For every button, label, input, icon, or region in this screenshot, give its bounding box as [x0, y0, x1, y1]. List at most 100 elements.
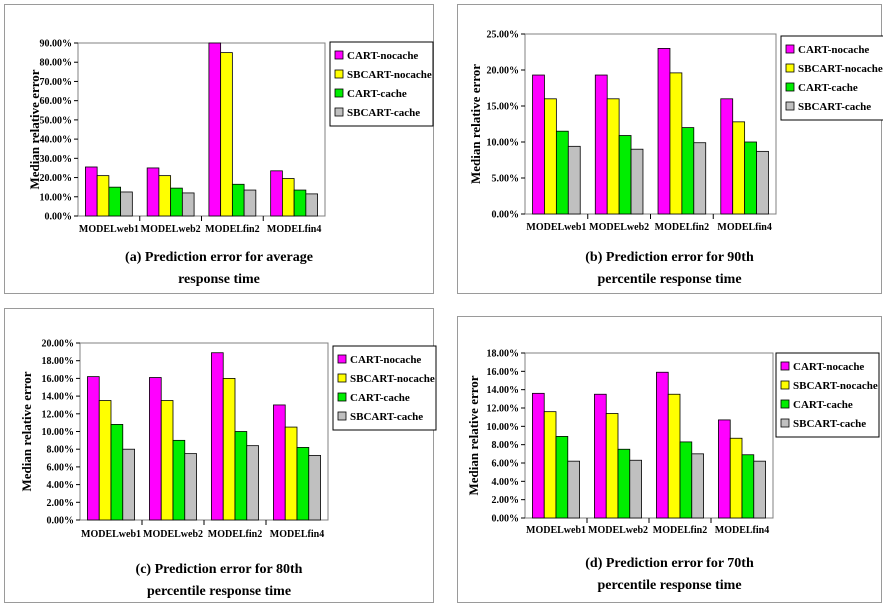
chart-d-ytick-label: 8.00% [492, 440, 520, 451]
chart-c-category-label: MODELweb2 [143, 529, 203, 540]
chart-a-bar-sbcart-cache [120, 191, 133, 217]
chart-d-bar-cart-nocache [594, 393, 607, 519]
chart-c-svg: 0.00% 2.00% 4.00% 6.00% 8.00% 10.00% 12.00% 14.… [19, 339, 437, 540]
chart-a-legend-swatch [334, 50, 344, 60]
chart-d-bar-sbcart-nocache [729, 437, 743, 519]
chart-a-ytick-label: 90.00% [40, 39, 73, 50]
chart-b-ytick-label: 0.00% [492, 210, 520, 221]
chart-d-legend-label: CART-nocache [793, 361, 864, 373]
chart-a-legend-swatch [334, 88, 344, 98]
chart-a-bar-sbcart-nocache [220, 52, 233, 217]
chart-a-bar-sbcart-cache [181, 192, 195, 217]
chart-b-bar-cart-cache [681, 127, 695, 215]
chart-b-bar-cart-nocache [657, 48, 671, 215]
chart-a-bar-cart-cache [108, 186, 122, 217]
chart-a-ytick-label: 60.00% [40, 96, 73, 107]
chart-b-legend-label: SBCART-cache [798, 101, 871, 113]
chart-c-legend-swatch [337, 354, 347, 364]
chart-b-caption-line-1: (b) Prediction error for 90th [585, 250, 754, 265]
chart-a-bar-sbcart-nocache [96, 175, 110, 217]
chart-d-bar-cart-nocache [656, 371, 669, 519]
chart-b-ytick-label: 15.00% [487, 102, 520, 113]
chart-d-ytick-label: 12.00% [487, 404, 520, 415]
chart-b-y-axis-label: Median relative error [468, 64, 483, 184]
chart-d-bar-sbcart-cache [691, 453, 704, 519]
chart-a-ytick-label: 50.00% [40, 115, 73, 126]
chart-b-category-label: MODELweb2 [589, 222, 649, 233]
chart-a-legend-label: SBCART-nocache [347, 69, 432, 81]
chart-a-ytick-label: 30.00% [40, 154, 73, 165]
chart-c-bar-cart-nocache [273, 404, 286, 521]
chart-b-category-label: MODELfin4 [717, 222, 771, 233]
chart-b-bar-cart-nocache [532, 74, 545, 215]
chart-a-legend-label: SBCART-cache [347, 107, 420, 119]
chart-c-bar-sbcart-cache [308, 454, 321, 521]
chart-d-legend-label: CART-cache [793, 399, 853, 411]
chart-b-legend-label: CART-nocache [798, 44, 869, 56]
chart-d-y-axis-label: Median relative error [466, 375, 481, 495]
chart-b-legend-label: SBCART-nocache [798, 63, 883, 75]
chart-a-caption-line-2: response time [178, 272, 260, 287]
chart-b-ytick-label: 20.00% [487, 66, 520, 77]
chart-c-bar-cart-nocache [87, 376, 100, 521]
chart-d-legend-swatch [780, 380, 790, 390]
chart-a-category-label: MODELfin4 [267, 224, 321, 235]
chart-c-category-label: MODELfin2 [208, 529, 262, 540]
chart-c-bar-sbcart-nocache [98, 400, 112, 521]
chart-d-bar-cart-cache [679, 441, 693, 519]
chart-b-bar-sbcart-nocache [732, 121, 746, 215]
chart-a-bar-sbcart-nocache [281, 178, 295, 217]
chart-panel-d: 0.00% 2.00% 4.00% 6.00% 8.00% 10.00% 12.00% 14.… [457, 316, 882, 603]
chart-c-legend-label: SBCART-nocache [350, 373, 435, 385]
chart-b-bar-sbcart-nocache [669, 72, 683, 215]
chart-b-bar-cart-cache [744, 141, 757, 215]
chart-d-legend-swatch [780, 399, 790, 409]
chart-a-ytick-label: 10.00% [40, 192, 73, 203]
chart-a-legend [329, 41, 434, 127]
chart-c-bar-sbcart-cache [122, 448, 135, 521]
chart-a-bar-cart-nocache [85, 166, 98, 217]
chart-c-bar-sbcart-nocache [222, 378, 236, 521]
chart-c-y-axis-label: Median relative error [19, 371, 34, 491]
chart-c-bar-sbcart-cache [246, 445, 259, 521]
chart-c-bar-cart-cache [234, 431, 248, 521]
chart-a-category-label: MODELweb1 [79, 224, 139, 235]
chart-d-bar-sbcart-nocache [605, 413, 619, 519]
chart-a-ytick-label: 80.00% [40, 58, 73, 69]
chart-b-bar-sbcart-cache [756, 150, 769, 215]
chart-c-ytick-label: 20.00% [42, 339, 75, 350]
chart-b-category-label: MODELfin2 [655, 222, 709, 233]
chart-d-category-label: MODELweb2 [588, 525, 648, 536]
chart-a-legend-label: CART-cache [347, 88, 407, 100]
chart-c-category-label: MODELweb1 [81, 529, 141, 540]
chart-c-legend-label: SBCART-cache [350, 411, 423, 423]
chart-b-bar-cart-cache [555, 130, 569, 215]
chart-c-ytick-label: 2.00% [47, 498, 75, 509]
chart-a-bar-sbcart-cache [305, 193, 318, 217]
chart-a-bar-sbcart-nocache [158, 175, 172, 217]
chart-a-legend-label: CART-nocache [347, 50, 418, 62]
chart-d-ytick-label: 14.00% [487, 385, 520, 396]
chart-c-ytick-label: 8.00% [47, 445, 75, 456]
chart-c-legend-swatch [337, 373, 347, 383]
chart-a-ytick-label: 40.00% [40, 135, 73, 146]
chart-d-caption-line-1: (d) Prediction error for 70th [585, 556, 754, 571]
chart-d-bar-cart-nocache [718, 419, 731, 519]
chart-d-category-label: MODELweb1 [526, 525, 586, 536]
chart-d-bar-cart-cache [617, 448, 631, 519]
chart-d-bar-sbcart-nocache [543, 411, 557, 519]
chart-d-category-label: MODELfin4 [715, 525, 769, 536]
chart-a-bar-cart-cache [170, 187, 183, 217]
chart-c-ytick-label: 12.00% [42, 409, 75, 420]
chart-c-bar-sbcart-nocache [160, 400, 174, 521]
chart-d-bar-sbcart-cache [629, 459, 642, 519]
chart-c-bar-cart-cache [172, 439, 186, 521]
chart-b-ytick-label: 10.00% [487, 138, 520, 149]
chart-a-bar-cart-nocache [208, 42, 222, 217]
chart-panel-c: 0.00% 2.00% 4.00% 6.00% 8.00% 10.00% 12.00% 14.… [4, 308, 437, 603]
chart-c-bar-cart-cache [296, 447, 310, 521]
chart-b-svg: 0.00% 5.00% 10.00% 15.00% 20.00% 25.00% Median… [468, 30, 883, 233]
chart-c-ytick-label: 0.00% [47, 516, 75, 527]
chart-d-bar-sbcart-cache [753, 460, 766, 519]
chart-b-legend-label: CART-cache [798, 82, 858, 94]
